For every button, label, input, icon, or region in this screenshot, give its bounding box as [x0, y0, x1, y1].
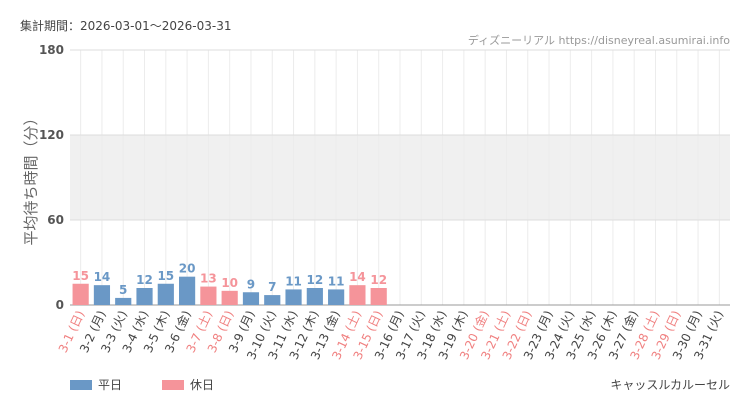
data-label: 15 [157, 269, 174, 283]
bar [115, 297, 132, 305]
data-label: 11 [328, 274, 345, 288]
y-tick-label: 120 [39, 128, 64, 142]
y-axis-label: 平均待ち時間（分） [22, 110, 40, 245]
y-tick-label: 60 [47, 213, 64, 227]
bar [264, 295, 281, 305]
bar [306, 288, 323, 305]
data-label: 13 [200, 272, 217, 286]
data-label: 10 [221, 276, 238, 290]
period: 集計期間：2026-03-01～2026-03-31 [20, 18, 231, 33]
source: ディズニーリアル https://disneyreal.asumirai.inf… [468, 33, 730, 47]
bar [221, 290, 238, 305]
legend-swatch [70, 380, 92, 390]
bar [157, 283, 174, 305]
legend-label: 平日 [98, 378, 122, 392]
data-label: 20 [179, 262, 196, 276]
y-tick-label: 0 [56, 298, 64, 312]
data-label: 12 [370, 273, 387, 287]
data-label: 7 [268, 280, 276, 294]
bar [328, 289, 345, 305]
bar [72, 283, 89, 305]
y-tick-label: 180 [39, 43, 64, 57]
data-label: 5 [119, 283, 127, 297]
legend-label: 休日 [190, 378, 214, 392]
bar [93, 285, 111, 305]
data-label: 12 [306, 273, 323, 287]
data-label: 15 [72, 269, 89, 283]
bar [242, 292, 260, 305]
legend-swatch [162, 380, 184, 390]
data-label: 9 [247, 277, 255, 291]
bar [349, 285, 366, 305]
bar [136, 288, 153, 305]
bar [285, 289, 302, 305]
data-label: 12 [136, 273, 153, 287]
bar [370, 288, 387, 305]
data-label: 14 [94, 270, 111, 284]
data-label: 14 [349, 270, 366, 284]
attraction: キャッスルカルーセル [610, 378, 730, 392]
bar [200, 286, 217, 305]
data-label: 11 [285, 274, 302, 288]
bar [179, 276, 196, 305]
